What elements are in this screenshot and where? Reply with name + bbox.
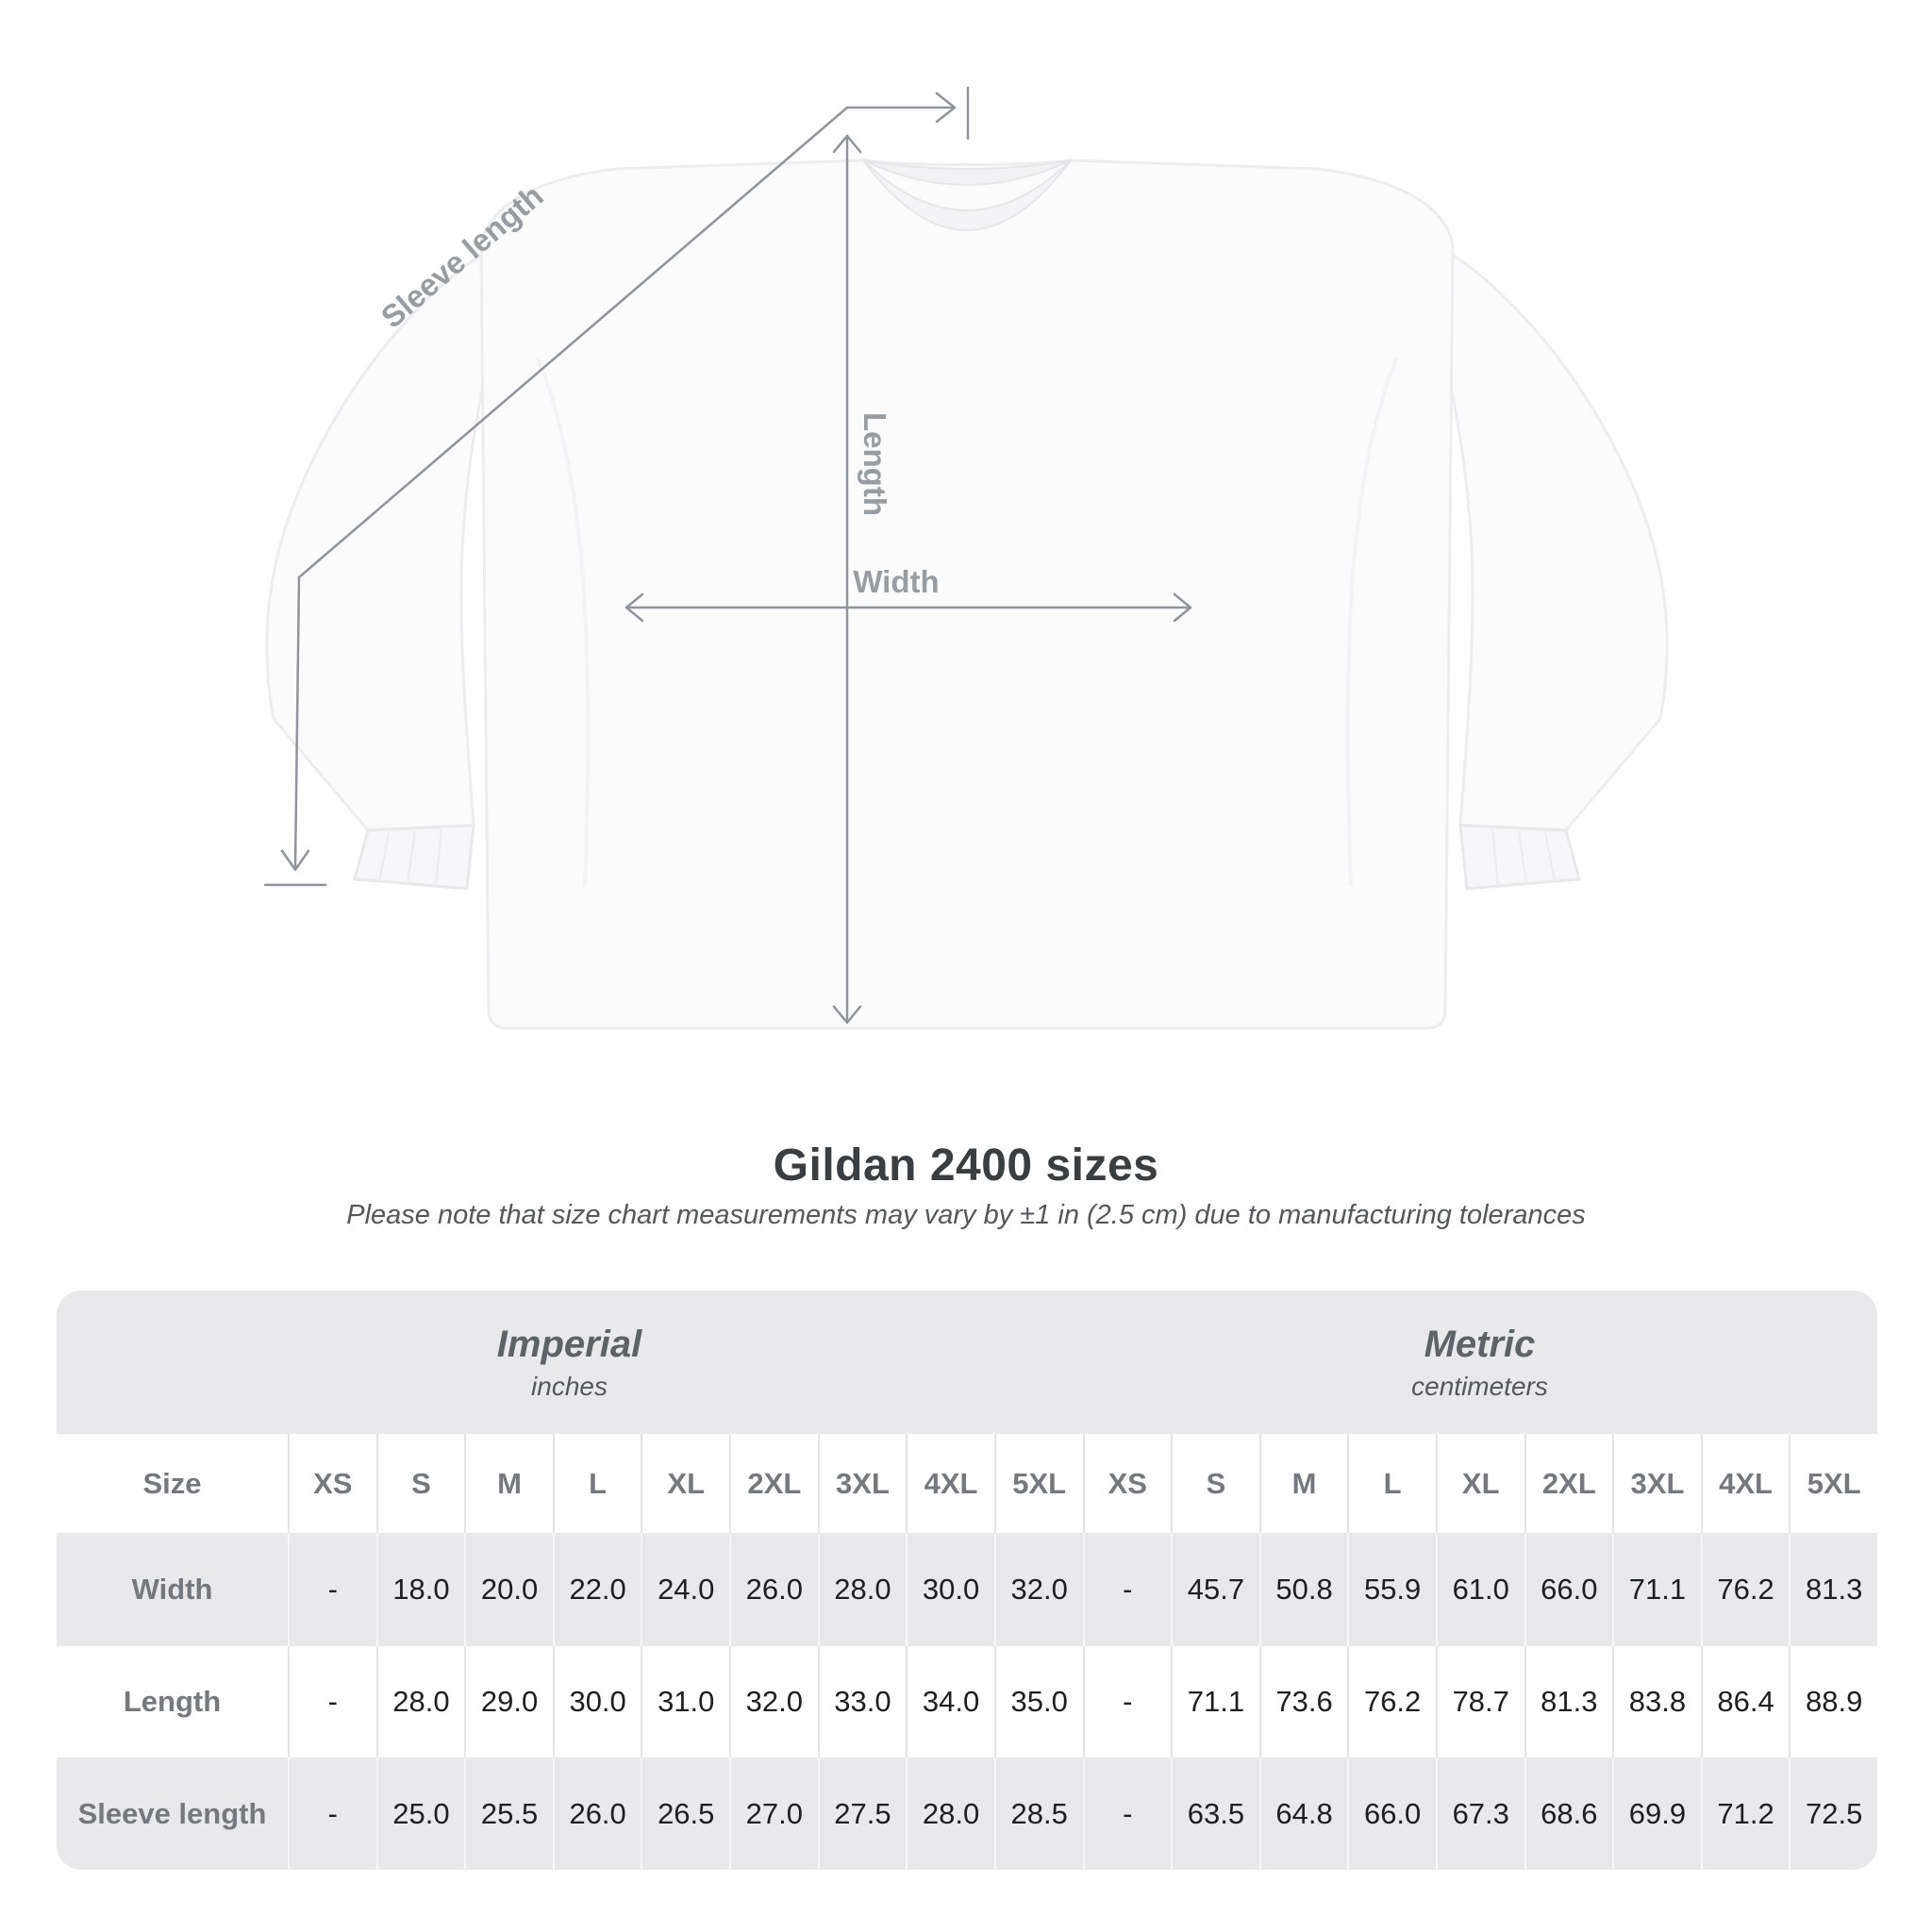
value-cell: 30.0: [906, 1533, 994, 1646]
value-cell: 55.9: [1347, 1533, 1436, 1646]
value-cell: 69.9: [1612, 1757, 1701, 1870]
tolerance-note: Please note that size chart measurements…: [346, 1200, 1586, 1230]
value-cell: 76.2: [1347, 1646, 1436, 1757]
value-cell: 27.0: [729, 1757, 818, 1870]
size-col-header: 4XL: [1700, 1434, 1790, 1533]
shirt-diagram: [142, 75, 1792, 1075]
value-cell: -: [288, 1646, 376, 1757]
value-cell: -: [288, 1757, 376, 1870]
size-col-header: L: [552, 1434, 641, 1533]
value-cell: 64.8: [1258, 1757, 1348, 1870]
value-cell: -: [288, 1533, 376, 1646]
value-cell: 71.1: [1171, 1646, 1259, 1757]
size-col-header: 5XL: [993, 1434, 1083, 1533]
value-cell: 22.0: [552, 1533, 641, 1646]
value-cell: 66.0: [1524, 1533, 1613, 1646]
value-cell: 88.9: [1789, 1646, 1877, 1757]
value-cell: 28.5: [993, 1757, 1083, 1870]
size-table: Imperial inches Metric centimeters Size …: [57, 1291, 1877, 1870]
size-column-header: Size: [142, 1466, 202, 1500]
value-cell: 20.0: [464, 1533, 553, 1646]
size-col-header: 2XL: [1524, 1434, 1613, 1533]
size-header-row: Size XS S M L XL 2XL 3XL 4XL 5XL XS S M …: [57, 1434, 1877, 1533]
value-cell: 63.5: [1171, 1757, 1259, 1870]
table-row-sleeve-length: Sleeve length - 25.0 25.5 26.0 26.5 27.0…: [57, 1757, 1877, 1870]
value-cell: 71.2: [1700, 1757, 1790, 1870]
size-col-header: M: [464, 1434, 553, 1533]
value-cell: 18.0: [375, 1533, 465, 1646]
page-title: Gildan 2400 sizes: [773, 1141, 1159, 1191]
unit-header-band: Imperial inches Metric centimeters: [57, 1291, 1877, 1434]
imperial-unit-header: Imperial inches: [57, 1291, 1082, 1434]
value-cell: -: [1082, 1533, 1172, 1646]
table-row-length: Length - 28.0 29.0 30.0 31.0 32.0 33.0 3…: [57, 1646, 1877, 1757]
value-cell: 25.0: [375, 1757, 465, 1870]
size-col-header: L: [1347, 1434, 1436, 1533]
value-cell: 29.0: [464, 1646, 553, 1757]
width-dimension-label: Width: [853, 564, 940, 599]
size-col-header: 3XL: [817, 1434, 907, 1533]
value-cell: 72.5: [1789, 1757, 1877, 1870]
size-col-header: 4XL: [906, 1434, 994, 1533]
measurement-lines: [263, 86, 1192, 1024]
metric-label: Metric: [1424, 1323, 1536, 1365]
value-cell: 28.0: [375, 1646, 465, 1757]
size-col-header: M: [1258, 1434, 1348, 1533]
value-cell: 66.0: [1347, 1757, 1436, 1870]
row-label: Sleeve length: [77, 1796, 267, 1830]
size-col-header: XS: [288, 1434, 376, 1533]
size-col-header: XS: [1082, 1434, 1172, 1533]
value-cell: 86.4: [1700, 1646, 1790, 1757]
long-sleeve-shirt-illustration: [263, 86, 1669, 1030]
value-cell: 26.0: [552, 1757, 641, 1870]
size-col-header: 5XL: [1789, 1434, 1877, 1533]
size-col-header: XL: [641, 1434, 729, 1533]
value-cell: 35.0: [993, 1646, 1083, 1757]
value-cell: 78.7: [1435, 1646, 1524, 1757]
length-dimension-label: Length: [858, 412, 892, 516]
value-cell: 26.0: [729, 1533, 818, 1646]
row-label: Length: [123, 1685, 222, 1718]
value-cell: 67.3: [1435, 1757, 1524, 1870]
value-cell: 81.3: [1524, 1646, 1613, 1757]
value-cell: 81.3: [1789, 1533, 1877, 1646]
value-cell: 50.8: [1258, 1533, 1348, 1646]
value-cell: 83.8: [1612, 1646, 1701, 1757]
value-cell: 31.0: [641, 1646, 729, 1757]
value-cell: -: [1082, 1646, 1172, 1757]
table-row-width: Width - 18.0 20.0 22.0 24.0 26.0 28.0 30…: [57, 1533, 1877, 1646]
value-cell: 24.0: [641, 1533, 729, 1646]
value-cell: 45.7: [1171, 1533, 1259, 1646]
value-cell: 26.5: [641, 1757, 729, 1870]
size-col-header: S: [375, 1434, 465, 1533]
metric-sublabel: centimeters: [1411, 1371, 1548, 1401]
size-col-header: S: [1171, 1434, 1259, 1533]
value-cell: -: [1082, 1757, 1172, 1870]
value-cell: 25.5: [464, 1757, 553, 1870]
value-cell: 28.0: [906, 1757, 994, 1870]
value-cell: 32.0: [729, 1646, 818, 1757]
imperial-label: Imperial: [496, 1323, 642, 1365]
metric-unit-header: Metric centimeters: [1082, 1291, 1877, 1434]
value-cell: 33.0: [817, 1646, 907, 1757]
value-cell: 71.1: [1612, 1533, 1701, 1646]
size-col-header: 3XL: [1612, 1434, 1701, 1533]
value-cell: 27.5: [817, 1757, 907, 1870]
size-col-header: 2XL: [729, 1434, 818, 1533]
value-cell: 76.2: [1700, 1533, 1790, 1646]
value-cell: 30.0: [552, 1646, 641, 1757]
value-cell: 32.0: [993, 1533, 1083, 1646]
value-cell: 68.6: [1524, 1757, 1613, 1870]
size-col-header: XL: [1435, 1434, 1524, 1533]
value-cell: 34.0: [906, 1646, 994, 1757]
value-cell: 61.0: [1435, 1533, 1524, 1646]
value-cell: 73.6: [1258, 1646, 1348, 1757]
value-cell: 28.0: [817, 1533, 907, 1646]
row-label: Width: [131, 1573, 213, 1606]
imperial-sublabel: inches: [531, 1371, 608, 1401]
